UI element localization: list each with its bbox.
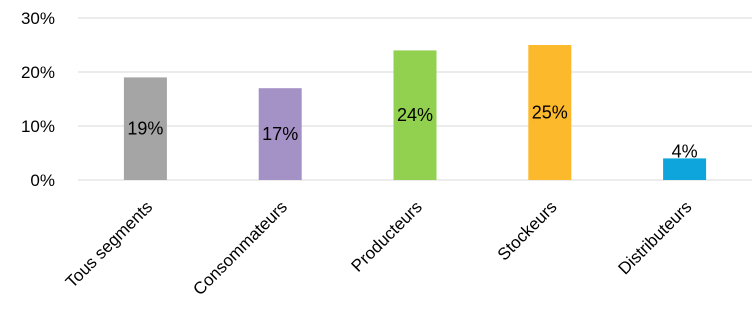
bar-5 xyxy=(663,158,707,180)
data-label-2: 17% xyxy=(262,124,298,144)
bar-4 xyxy=(528,45,572,180)
y-tick-label: 0% xyxy=(30,171,55,190)
category-label-5: Distributeurs xyxy=(615,197,696,278)
bar-3 xyxy=(393,50,437,181)
x-axis-category-labels: Tous segments Consommateurs Producteurs Sto… xyxy=(62,197,695,299)
data-label-5: 4% xyxy=(672,141,698,161)
category-label-1: Tous segments xyxy=(62,197,156,291)
y-axis-tick-labels: 0% 10% 20% 30% xyxy=(21,9,55,190)
bar-2 xyxy=(258,88,302,180)
data-labels: 19% 17% 24% 25% 4% xyxy=(127,103,697,162)
data-label-1: 19% xyxy=(127,119,163,139)
bars xyxy=(123,45,707,181)
data-label-3: 24% xyxy=(397,105,433,125)
category-label-3: Producteurs xyxy=(348,197,426,275)
y-tick-label: 30% xyxy=(21,9,55,28)
y-tick-label: 20% xyxy=(21,63,55,82)
bar-1 xyxy=(123,77,167,180)
category-label-4: Stockeurs xyxy=(494,197,561,264)
data-label-4: 25% xyxy=(532,103,568,123)
y-tick-label: 10% xyxy=(21,117,55,136)
category-label-2: Consommateurs xyxy=(189,197,291,299)
